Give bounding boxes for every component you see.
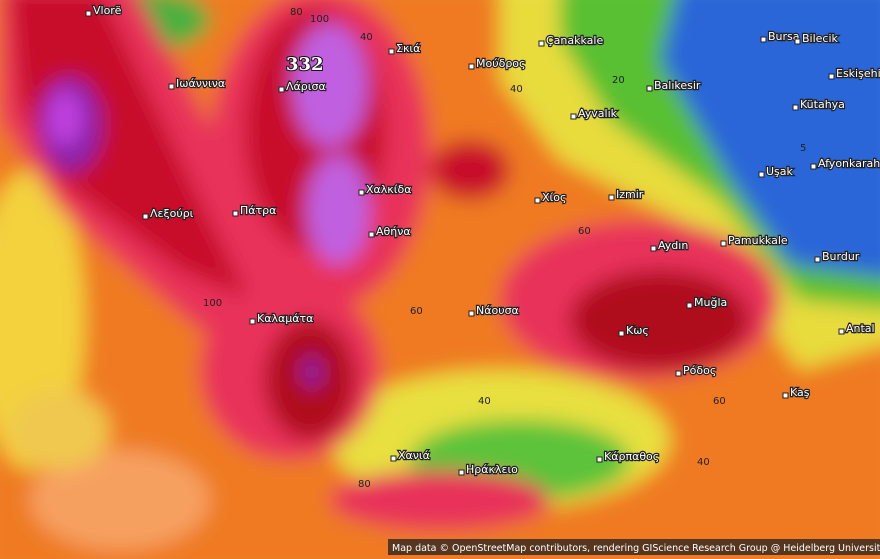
- place-dot: [675, 370, 682, 377]
- place-label: Balıkesir: [654, 79, 701, 92]
- place-dot: [534, 197, 541, 204]
- place-dot: [570, 113, 577, 120]
- contour-label: 40: [510, 84, 523, 95]
- place-dot: [468, 63, 475, 70]
- attribution-bg: [388, 539, 880, 555]
- place-label: Πάτρα: [240, 204, 276, 217]
- place-label: Muğla: [694, 296, 727, 309]
- contour-label: 80: [358, 479, 371, 490]
- contour-label: 40: [697, 457, 710, 468]
- place-label: Λεξούρι: [150, 207, 194, 220]
- place-dot: [85, 10, 92, 17]
- place-label: Uşak: [766, 165, 794, 178]
- place-dot: [388, 48, 395, 55]
- attribution: Map data © OpenStreetMap contributors, r…: [392, 543, 880, 554]
- place-dot: [142, 213, 149, 220]
- place-label: Καλαμάτα: [257, 312, 313, 325]
- peak-value: 332: [286, 54, 324, 75]
- place-label: Σκιά: [396, 42, 420, 55]
- place-label: Κως: [626, 324, 649, 337]
- place-label: Ayvalık: [578, 107, 618, 120]
- place-dot: [758, 171, 765, 178]
- place-dot: [358, 189, 365, 196]
- place-label: Eskişehir: [836, 67, 880, 80]
- place-label: Vlorë: [93, 4, 122, 17]
- contour-label: 80: [290, 7, 303, 18]
- place-label: Κάρπαθος: [604, 450, 659, 463]
- place-dot: [838, 328, 845, 335]
- place-label: Izmir: [616, 188, 644, 201]
- contour-label: 60: [713, 396, 726, 407]
- contour-label: 100: [310, 14, 329, 25]
- contour-label: 40: [360, 32, 373, 43]
- place-label: Αθήνα: [376, 225, 411, 238]
- place-dot: [368, 231, 375, 238]
- place-label: Χανιά: [398, 449, 430, 462]
- place-dot: [458, 469, 465, 476]
- place-label: Χαλκίδα: [366, 183, 411, 196]
- place-dot: [720, 240, 727, 247]
- place-label: Burdur: [822, 250, 860, 263]
- contour-label: 60: [578, 226, 591, 237]
- place-dot: [249, 318, 256, 325]
- place-dot: [810, 163, 817, 170]
- labels: Vlorë Ιωάννινα Λεξούρι Πάτρα Λάρισα Χαλκίδα Αθ…: [85, 3, 880, 490]
- place-dot: [596, 456, 603, 463]
- place-label: Antal: [846, 322, 875, 335]
- place-dot: [278, 86, 285, 93]
- place-dot: [792, 104, 799, 111]
- contour-label: 60: [410, 306, 423, 317]
- place-dot: [686, 302, 693, 309]
- place-dot: [168, 83, 175, 90]
- place-label: Νάουσα: [476, 304, 519, 317]
- place-label: Ιωάννινα: [176, 77, 225, 90]
- contour-label: 40: [478, 396, 491, 407]
- contour-label: 100: [203, 298, 222, 309]
- place-label: Ρόδος: [683, 364, 716, 377]
- place-dot: [828, 73, 835, 80]
- contour-label: 20: [612, 75, 625, 86]
- place-label: Ηράκλειο: [466, 463, 518, 476]
- place-dot: [390, 455, 397, 462]
- place-dot: [608, 194, 615, 201]
- place-label: Χίος: [542, 191, 566, 204]
- place-dot: [468, 310, 475, 317]
- place-dot: [814, 256, 821, 263]
- place-label: Afyonkarah: [818, 157, 880, 170]
- place-dot: [650, 245, 657, 252]
- place-label: Aydın: [658, 239, 688, 252]
- place-label: Kaş: [790, 386, 810, 399]
- place-dot: [794, 38, 801, 45]
- place-label: Çanakkale: [546, 34, 603, 47]
- place-dot: [538, 40, 545, 47]
- place-label: Kütahya: [800, 98, 845, 111]
- place-dot: [760, 36, 767, 43]
- place-dot: [232, 210, 239, 217]
- place-label: Bilecik: [802, 32, 839, 45]
- place-dot: [646, 85, 653, 92]
- place-label: Bursa: [768, 30, 800, 43]
- place-label: Λάρισα: [286, 80, 326, 93]
- place-label: Pamukkale: [728, 234, 788, 247]
- place-dot: [782, 392, 789, 399]
- place-label: Μούδρος: [476, 57, 525, 70]
- place-dot: [618, 330, 625, 337]
- contour-label: 5: [800, 143, 806, 154]
